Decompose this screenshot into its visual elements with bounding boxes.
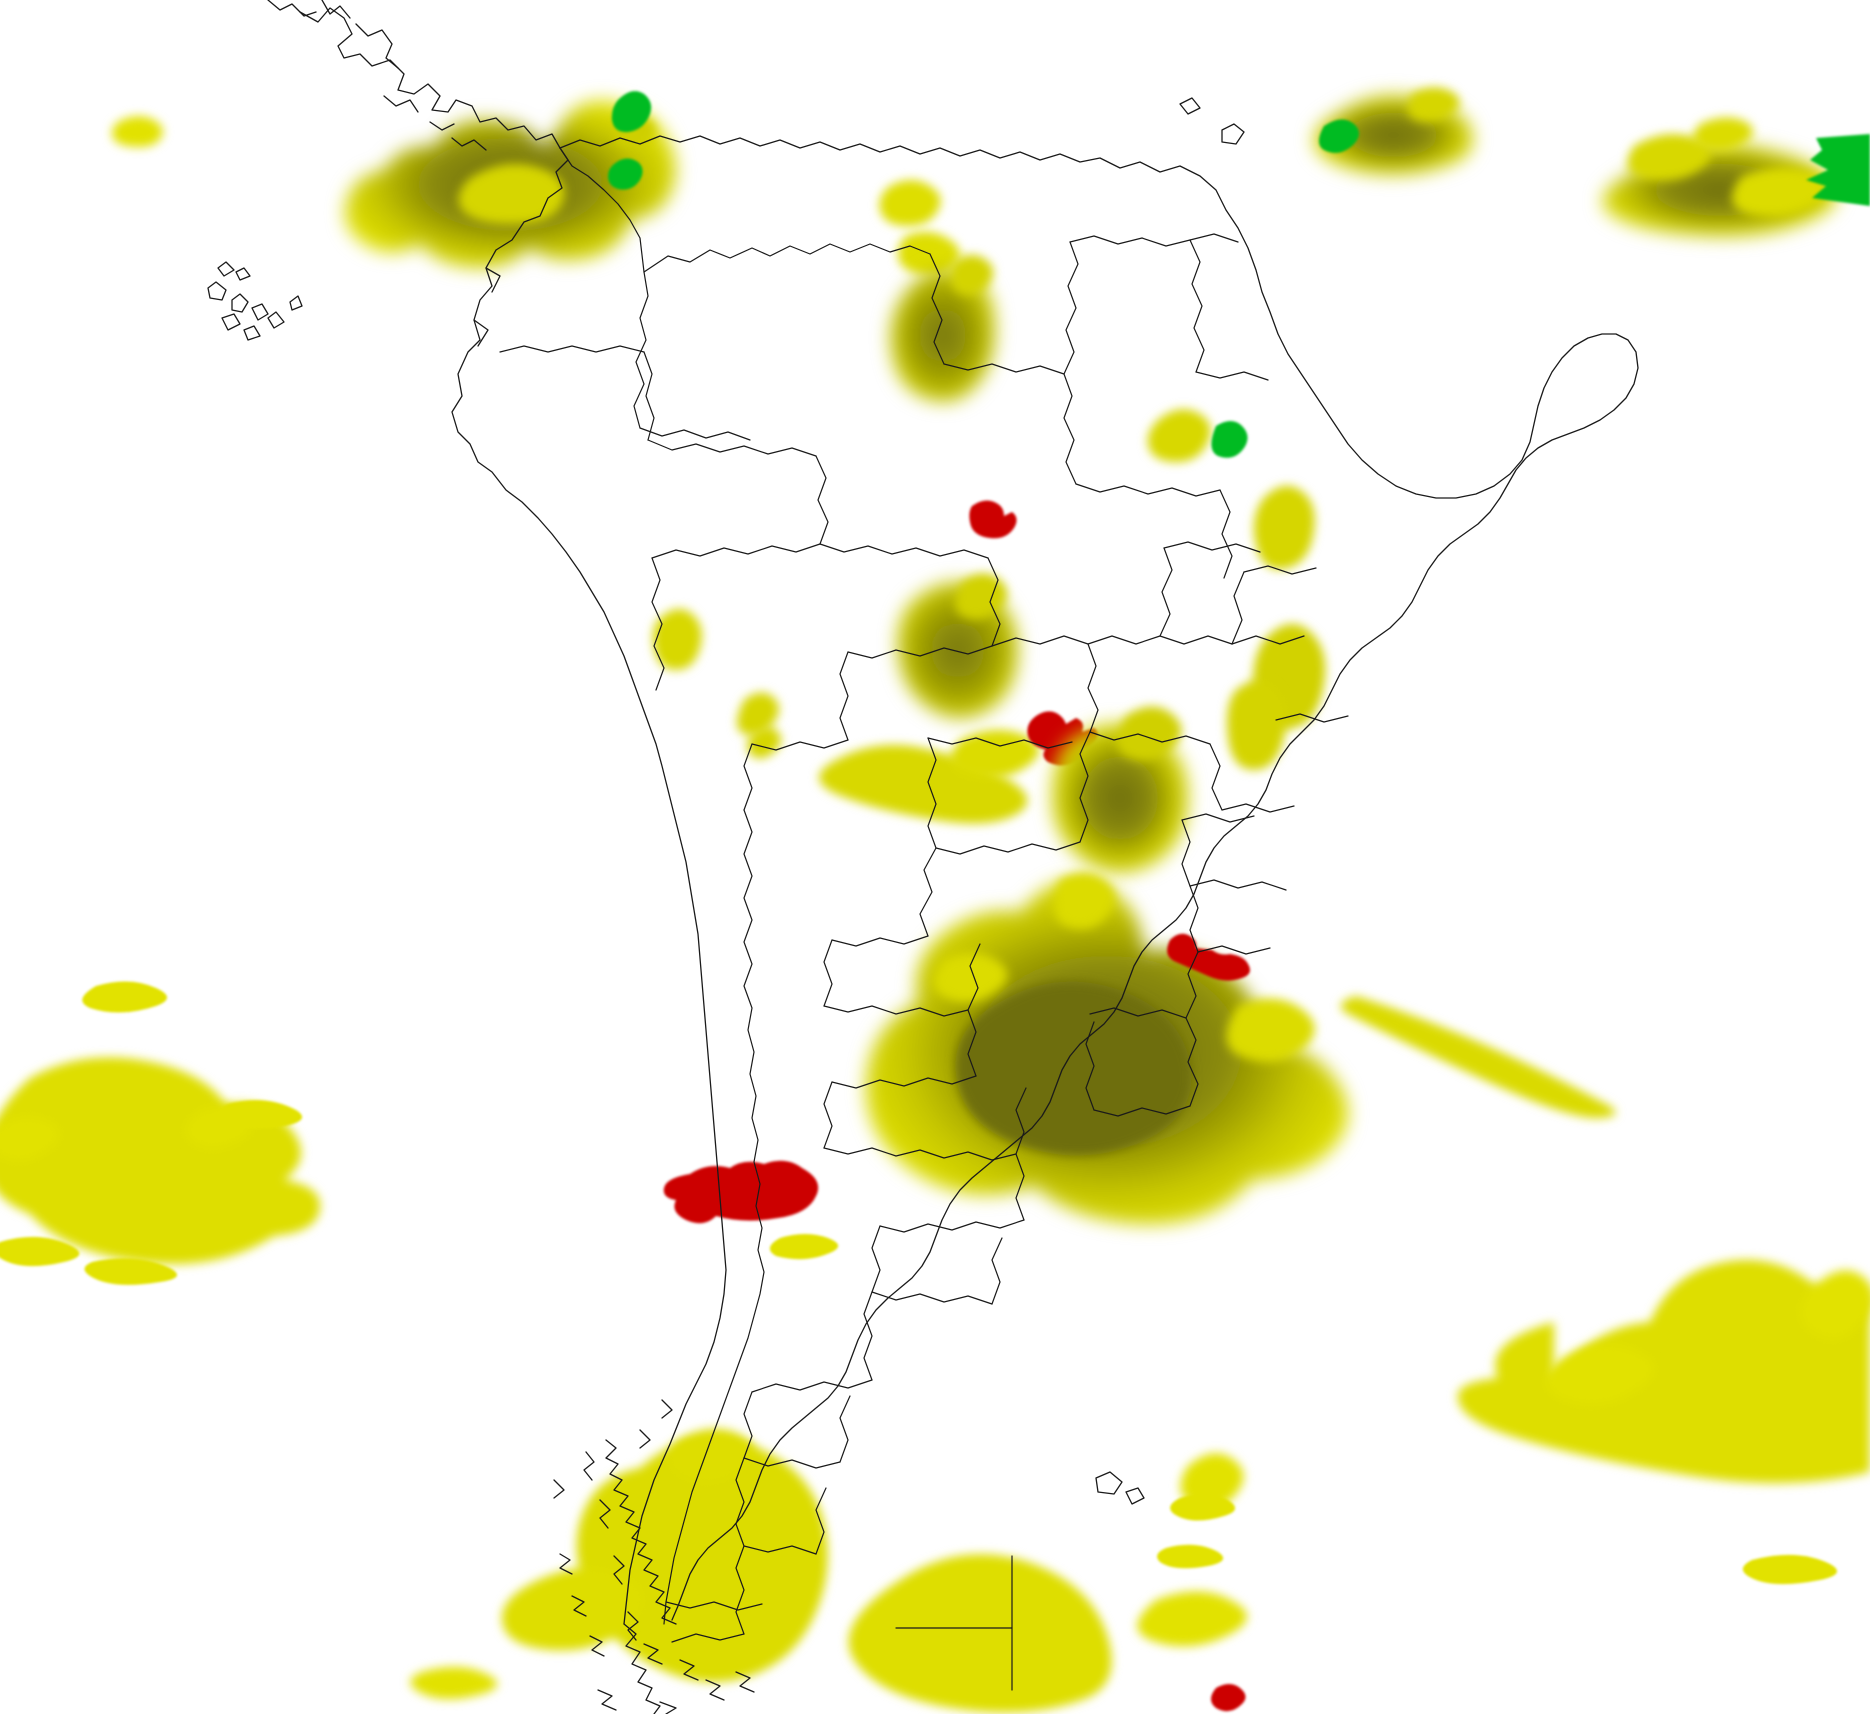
region-caribbean-green-patches — [608, 91, 652, 190]
region-central-chile-red-cell — [663, 1160, 819, 1224]
region-para-blobs — [1147, 409, 1248, 463]
region-goias-cluster — [1052, 706, 1189, 873]
region-parana-basin-mega-cluster — [865, 873, 1348, 1225]
region-santa-cruz-blob — [897, 573, 1019, 719]
region-maranhao-coast-blob — [1253, 485, 1315, 570]
region-atlantic-diagonal-streak — [1340, 996, 1616, 1119]
region-atlantic-east-green-wedge — [1806, 134, 1870, 206]
region-rondonia-red-cell — [969, 500, 1017, 539]
region-atlantic-southeast-cluster — [1457, 1259, 1870, 1585]
region-pacific-southwest-mega-cluster — [0, 981, 321, 1285]
region-venezuela-guyana-band — [879, 180, 960, 275]
region-pacific-small-patch — [111, 116, 163, 148]
coastline-layer — [207, 0, 1639, 1714]
region-peru-andes-patch — [652, 608, 702, 670]
region-atlantic-north-cluster — [1313, 87, 1473, 175]
region-falklands-red-dot — [1211, 1684, 1246, 1712]
region-atlantic-north-green — [1319, 119, 1359, 153]
region-pampa-strip — [769, 1234, 839, 1260]
region-santa-catarina-red-streak — [1167, 933, 1250, 981]
region-drake-passage-cluster — [848, 1453, 1247, 1713]
region-patagonia-andes-cluster — [410, 1428, 828, 1700]
intensity-overlay-layer — [0, 87, 1870, 1713]
region-north-colombia-cluster — [344, 100, 676, 269]
region-guyana-interior-blob — [890, 254, 996, 402]
region-minas-corridor — [1227, 680, 1287, 770]
region-atlantic-east-large-cluster — [1602, 117, 1838, 237]
political-borders-layer — [500, 148, 1348, 1690]
region-bolivia-altiplano-strip — [737, 692, 782, 759]
